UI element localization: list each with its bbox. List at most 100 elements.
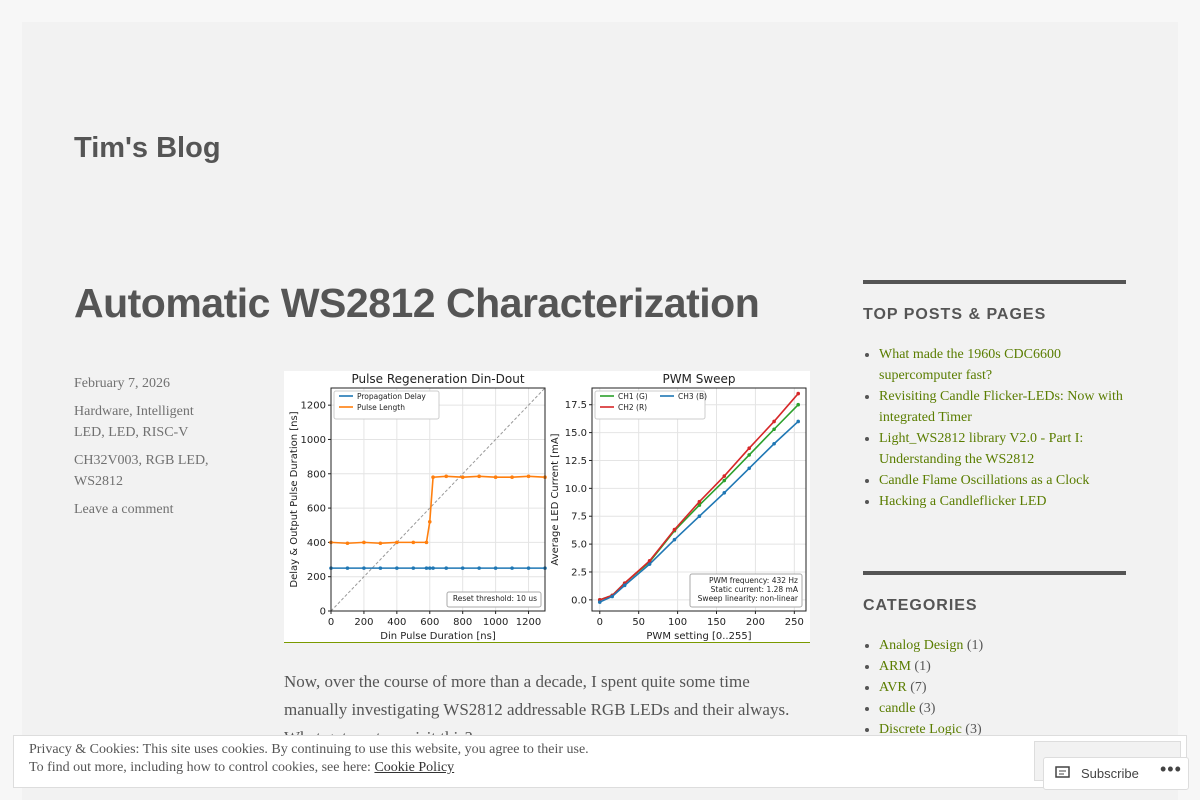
chart-title: PWM Sweep	[662, 372, 735, 386]
list-item: Discrete Logic (3)	[879, 719, 1126, 740]
data-point	[722, 491, 727, 495]
data-point	[424, 540, 429, 545]
top-posts-list: What made the 1960s CDC6600 supercompute…	[863, 344, 1126, 512]
list-item: Revisiting Candle Flicker-LEDs: Now with…	[879, 386, 1126, 428]
comment-link[interactable]: Leave a comment	[74, 502, 174, 517]
data-point	[622, 583, 627, 588]
top-posts-widget: TOP POSTS & PAGES What made the 1960s CD…	[863, 280, 1126, 512]
y-tick-label: 2.5	[571, 567, 587, 578]
category-link[interactable]: Analog Design	[879, 638, 964, 653]
legend-box	[594, 390, 706, 420]
widget-heading: TOP POSTS & PAGES	[863, 306, 1047, 323]
data-point	[493, 566, 498, 570]
data-point	[362, 540, 366, 545]
list-item: Hacking a Candleflicker LED	[879, 491, 1126, 512]
list-item: candle (3)	[879, 698, 1126, 719]
x-tick-label: 0	[597, 617, 603, 628]
more-button[interactable]: •••	[1160, 759, 1182, 779]
data-point	[493, 475, 498, 479]
list-item: ARM (1)	[879, 656, 1126, 677]
plot-frame	[330, 387, 546, 612]
x-tick-label: 600	[420, 617, 439, 628]
data-point	[477, 566, 481, 570]
list-item: AVR (7)	[879, 677, 1126, 698]
data-point	[672, 527, 677, 532]
post-categories[interactable]: Hardware, Intelligent LED, LED, RISC-V	[74, 404, 194, 440]
series-line	[599, 393, 799, 601]
cookie-text: To find out more, including how to contr…	[29, 760, 371, 775]
category-link[interactable]: candle	[879, 701, 916, 716]
y-tick-label: 7.5	[571, 512, 587, 523]
y-tick-label: 0	[320, 607, 326, 618]
data-point	[510, 566, 514, 570]
data-point	[460, 566, 465, 570]
list-item: Candle Flame Oscillations as a Clock	[879, 470, 1126, 491]
series-line	[599, 420, 799, 603]
subscribe-widget: Subscribe •••	[1043, 757, 1189, 790]
data-point	[747, 453, 751, 457]
categories-widget: CATEGORIES Analog Design (1)ARM (1)AVR (…	[863, 571, 1126, 740]
legend-box	[333, 390, 440, 420]
series-line	[330, 475, 546, 545]
subscribe-button[interactable]: Subscribe	[1081, 766, 1139, 781]
post-link[interactable]: What made the 1960s CDC6600 supercompute…	[879, 347, 1061, 383]
data-point	[526, 474, 531, 479]
x-axis-label: Din Pulse Duration [ns]	[380, 631, 496, 642]
data-point	[796, 402, 801, 407]
chart-title: Pulse Regeneration Din-Dout	[351, 372, 524, 386]
legend-label: CH1 (G)	[618, 392, 648, 401]
y-tick-label: 1200	[301, 401, 326, 412]
site-title[interactable]: Tim's Blog	[74, 132, 221, 164]
plot-frame	[591, 387, 807, 612]
y-axis-label: Delay & Output Pulse Duration [ns]	[289, 411, 300, 587]
data-point	[460, 475, 465, 479]
data-point	[345, 566, 350, 570]
annotation: PWM frequency: 432 Hz	[709, 576, 798, 585]
data-point	[722, 478, 727, 483]
data-point	[431, 475, 435, 479]
y-tick-label: 10.0	[565, 484, 587, 495]
data-point	[362, 566, 366, 570]
data-point	[427, 520, 432, 524]
data-point	[477, 474, 481, 479]
data-point	[444, 474, 449, 479]
x-tick-label: 400	[387, 617, 406, 628]
post-date[interactable]: February 7, 2026	[74, 376, 171, 391]
figure: Pulse Regeneration Din-Dout Din Pulse Dur…	[284, 371, 810, 643]
y-tick-label: 800	[307, 469, 326, 480]
data-point	[697, 503, 702, 507]
post-link[interactable]: Candle Flame Oscillations as a Clock	[879, 473, 1090, 488]
data-point	[610, 594, 615, 599]
x-tick-label: 800	[453, 617, 472, 628]
widget-heading: CATEGORIES	[863, 597, 978, 614]
annotation: Sweep linearity: non-linear	[698, 594, 799, 603]
legend-label: CH2 (R)	[618, 403, 647, 412]
category-link[interactable]: AVR	[879, 680, 907, 695]
y-axis-label: Average LED Current [mA]	[550, 433, 561, 565]
annotation: Reset threshold: 10 us	[453, 594, 537, 603]
cookie-policy-link[interactable]: Cookie Policy	[374, 760, 455, 775]
x-tick-label: 250	[785, 617, 804, 628]
data-point	[697, 514, 702, 519]
post-tags[interactable]: CH32V003, RGB LED, WS2812	[74, 453, 209, 489]
post-link[interactable]: Hacking a Candleflicker LED	[879, 494, 1047, 509]
data-point	[597, 600, 602, 604]
category-link[interactable]: ARM	[879, 659, 911, 674]
data-point	[345, 541, 350, 546]
data-point	[647, 562, 652, 566]
post-link[interactable]: Light_WS2812 library V2.0 - Part I: Unde…	[879, 431, 1084, 467]
annotation: Static current: 1.28 mA	[711, 585, 799, 594]
annotation-box	[689, 573, 803, 608]
post-link[interactable]: Revisiting Candle Flicker-LEDs: Now with…	[879, 389, 1123, 425]
subscribe-icon	[1055, 766, 1070, 778]
category-link[interactable]: Discrete Logic	[879, 722, 962, 737]
data-point	[747, 446, 751, 451]
categories-list: Analog Design (1)ARM (1)AVR (7)candle (3…	[863, 635, 1126, 740]
data-point	[510, 475, 514, 479]
identity-line	[330, 387, 546, 612]
post-title: Automatic WS2812 Characterization	[74, 280, 760, 326]
data-point	[411, 540, 416, 545]
category-count: (1)	[966, 638, 984, 653]
category-count: (3)	[965, 722, 982, 737]
